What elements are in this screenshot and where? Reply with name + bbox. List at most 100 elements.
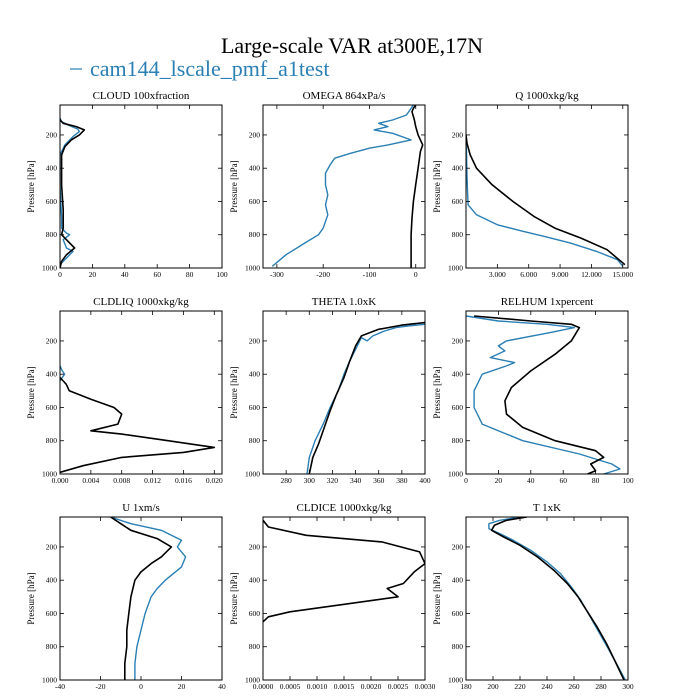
y-tick-label: 400 <box>452 164 464 173</box>
x-tick-label: 80 <box>186 270 194 279</box>
x-tick-label: 300 <box>304 476 316 485</box>
x-tick-label: 40 <box>121 270 129 279</box>
panel-title: CLDICE 1000xkg/kg <box>296 502 392 514</box>
plot-frame <box>262 104 426 269</box>
panel-title: CLDLIQ 1000xkg/kg <box>93 296 189 308</box>
x-tick-label: 0.020 <box>206 476 223 485</box>
x-tick-label: 280 <box>595 682 607 691</box>
y-tick-label: 400 <box>46 164 58 173</box>
x-tick-label: 260 <box>568 682 580 691</box>
x-tick-label: -200 <box>316 270 330 279</box>
y-tick-label: 200 <box>249 130 261 139</box>
x-tick-label: 0.0005 <box>280 682 301 691</box>
y-tick-label: 200 <box>452 130 464 139</box>
x-tick-label: 100 <box>216 270 228 279</box>
y-tick-label: 1000 <box>42 470 57 479</box>
x-tick-label: 0.004 <box>82 476 99 485</box>
plot-frame <box>465 516 629 681</box>
y-tick-label: 600 <box>249 609 261 618</box>
panel-title: U 1xm/s <box>122 502 160 514</box>
series-line <box>306 323 425 474</box>
x-tick-label: 3.000 <box>489 270 506 279</box>
panel-title: CLOUD 100xfraction <box>93 90 190 102</box>
x-tick-label: 0.0000 <box>253 682 274 691</box>
y-tick-label: 800 <box>452 230 464 239</box>
series-line <box>474 315 605 474</box>
x-tick-label: 280 <box>281 476 293 485</box>
y-tick-label: 200 <box>249 542 261 551</box>
series-line <box>308 321 425 474</box>
x-tick-label: 0.000 <box>52 476 69 485</box>
x-tick-label: 20 <box>178 682 186 691</box>
y-tick-label: 400 <box>249 370 261 379</box>
y-tick-label: 600 <box>452 609 464 618</box>
panel-title: RELHUM 1xpercent <box>501 296 594 308</box>
y-tick-label: 600 <box>46 609 58 618</box>
x-tick-label: 20 <box>89 270 97 279</box>
chart-panel: OMEGA 864xPa/s Pressure [hPa] -300 -200 -100… <box>229 90 426 279</box>
chart-panel: Q 1000xkg/kg Pressure [hPa] 3.000 6.000 9.00… <box>432 90 633 279</box>
x-tick-label: 0.008 <box>113 476 130 485</box>
x-tick-label: 0.012 <box>144 476 161 485</box>
y-tick-label: 400 <box>249 576 261 585</box>
y-axis-label: Pressure [hPa] <box>26 572 36 624</box>
legend-label: cam144_lscale_pmf_a1test <box>90 56 329 81</box>
y-tick-label: 1000 <box>245 264 260 273</box>
series-line <box>60 117 81 268</box>
panel-title: T 1xK <box>533 502 561 514</box>
y-tick-label: 200 <box>46 542 58 551</box>
series-line <box>60 118 86 268</box>
chart-panel: CLDLIQ 1000xkg/kg Pressure [hPa] 0.000 0.00… <box>26 296 223 485</box>
x-tick-label: 0.016 <box>175 476 192 485</box>
x-tick-label: 0.0015 <box>334 682 355 691</box>
y-axis-label: Pressure [hPa] <box>26 160 36 212</box>
plot-frame <box>465 310 629 475</box>
y-tick-label: 1000 <box>245 676 260 685</box>
figure-title: Large-scale VAR at300E,17N <box>221 33 483 58</box>
plot-frame <box>59 516 223 681</box>
y-tick-label: 400 <box>46 576 58 585</box>
series-line <box>263 519 425 623</box>
x-tick-label: 240 <box>541 682 553 691</box>
y-tick-label: 200 <box>249 336 261 345</box>
series-line <box>60 376 216 474</box>
y-tick-label: 200 <box>46 130 58 139</box>
x-tick-label: 380 <box>396 476 408 485</box>
x-tick-label: 200 <box>487 682 499 691</box>
panel-title: OMEGA 864xPa/s <box>303 90 386 102</box>
y-tick-label: 600 <box>249 403 261 412</box>
chart-panel: CLDICE 1000xkg/kg Pressure [hPa] 0.0000 0.0… <box>229 502 436 691</box>
x-tick-label: -100 <box>363 270 377 279</box>
x-tick-label: 0.0010 <box>307 682 328 691</box>
y-axis-label: Pressure [hPa] <box>229 572 239 624</box>
x-tick-label: 180 <box>460 682 472 691</box>
y-axis-label: Pressure [hPa] <box>432 160 442 212</box>
x-tick-label: 0.0020 <box>361 682 382 691</box>
y-tick-label: 200 <box>452 542 464 551</box>
x-tick-label: 9.000 <box>552 270 569 279</box>
y-tick-label: 800 <box>249 642 261 651</box>
plot-frame <box>465 104 629 269</box>
series-line <box>110 517 173 680</box>
x-tick-label: 0.0030 <box>415 682 436 691</box>
y-tick-label: 200 <box>452 336 464 345</box>
y-tick-label: 1000 <box>42 676 57 685</box>
x-tick-label: 60 <box>559 476 567 485</box>
x-tick-label: 40 <box>218 682 226 691</box>
y-tick-label: 800 <box>452 436 464 445</box>
panel-title: Q 1000xkg/kg <box>515 90 579 102</box>
chart-panel: CLOUD 100xfraction Pressure [hPa] 0 20 40 60 8… <box>26 90 228 279</box>
plot-frame <box>59 104 223 269</box>
y-tick-label: 800 <box>46 230 58 239</box>
x-tick-label: 0 <box>58 270 62 279</box>
series-line <box>410 105 424 268</box>
x-tick-label: -300 <box>270 270 284 279</box>
y-tick-label: 1000 <box>245 470 260 479</box>
plot-frame <box>59 310 223 475</box>
plot-frame <box>262 310 426 475</box>
y-tick-label: 600 <box>46 197 58 206</box>
series-line <box>466 134 624 267</box>
y-tick-label: 800 <box>46 436 58 445</box>
y-tick-label: 600 <box>46 403 58 412</box>
y-tick-label: 400 <box>452 370 464 379</box>
